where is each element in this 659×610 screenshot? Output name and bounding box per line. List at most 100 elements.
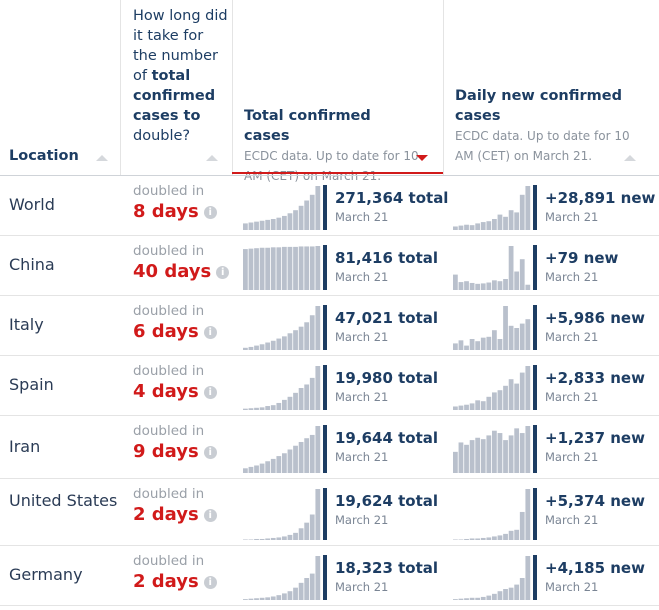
date: March 21 xyxy=(545,450,599,464)
trend-bar xyxy=(464,345,469,350)
location: Iran xyxy=(9,436,41,456)
new-cases: +1,237 new xyxy=(545,429,645,447)
new-cases: +5,374 new xyxy=(545,492,645,510)
info-icon[interactable]: i xyxy=(203,446,217,459)
trend-bar xyxy=(270,537,276,540)
sort-icon[interactable] xyxy=(624,155,636,161)
trend-bar xyxy=(492,593,497,600)
sparkline xyxy=(453,425,537,473)
trend-bar xyxy=(492,280,497,290)
days: 2 days xyxy=(133,571,199,592)
latest-marker xyxy=(323,245,327,290)
new-cases: +4,185 new xyxy=(545,559,645,577)
trend-bar xyxy=(475,223,481,230)
trend-bar xyxy=(469,538,475,540)
trend-bar xyxy=(525,366,531,410)
trend-bar xyxy=(497,535,503,540)
trend-bar xyxy=(259,538,265,540)
row-border xyxy=(0,235,659,236)
doubled-label: doubled in xyxy=(133,363,205,379)
trend-bar xyxy=(309,434,315,473)
trend-bar xyxy=(276,247,282,290)
latest-marker xyxy=(533,185,537,230)
trend-bar xyxy=(276,402,282,410)
trend-bar xyxy=(243,468,248,473)
trend-bar xyxy=(276,338,282,350)
trend-bar xyxy=(480,439,486,473)
trend-bar xyxy=(315,556,321,600)
total-header[interactable]: Total confirmed cases ECDC data. Up to d… xyxy=(244,106,419,186)
trend-bar xyxy=(248,222,254,230)
trend-bar xyxy=(519,194,525,230)
trend-bar xyxy=(519,511,525,540)
trend-bar xyxy=(248,408,254,410)
days: 9 days xyxy=(133,441,199,462)
info-icon[interactable]: i xyxy=(203,386,217,399)
trend-bar xyxy=(265,538,271,540)
trend-bar xyxy=(293,246,298,290)
new-cases: +79 new xyxy=(545,249,619,267)
info-icon[interactable]: i xyxy=(203,206,217,219)
sort-icon[interactable] xyxy=(96,155,108,161)
trend-bar xyxy=(243,347,248,350)
total-cases: 18,323 total xyxy=(335,559,439,577)
info-icon[interactable]: i xyxy=(203,509,217,522)
trend-bar xyxy=(486,435,492,473)
trend-bar xyxy=(514,383,520,410)
trend-bar xyxy=(525,426,531,473)
trend-bar xyxy=(248,466,254,473)
trend-bar xyxy=(458,340,464,350)
trend-bar xyxy=(464,404,469,410)
trend-bar xyxy=(475,341,481,350)
trend-bar xyxy=(453,343,458,350)
sort-icon-active[interactable] xyxy=(416,155,428,161)
trend-bar xyxy=(259,407,265,410)
trend-bar xyxy=(453,274,458,290)
trend-bar xyxy=(270,247,276,290)
trend-bar xyxy=(287,396,293,410)
date: March 21 xyxy=(545,513,599,527)
doubling-header[interactable]: How long did it take for the number of t… xyxy=(133,6,228,146)
trend-bar xyxy=(475,283,481,290)
trend-bar xyxy=(503,216,508,230)
trend-bar xyxy=(453,539,458,540)
trend-bar xyxy=(282,453,287,473)
trend-bar xyxy=(519,323,525,350)
trend-bar xyxy=(293,445,298,473)
trend-bar xyxy=(508,325,514,350)
trend-bar xyxy=(304,384,310,410)
trend-bar xyxy=(293,587,298,600)
header-title: Daily new confirmed cases xyxy=(455,88,622,124)
trend-bar xyxy=(304,522,310,540)
info-icon[interactable]: i xyxy=(203,576,217,589)
trend-bar xyxy=(265,219,271,230)
location: United States xyxy=(9,490,118,510)
latest-marker xyxy=(533,365,537,410)
sparkline xyxy=(243,425,327,473)
trend-bar xyxy=(458,225,464,230)
doubling-days: 40 days i xyxy=(133,261,230,282)
trend-bar xyxy=(248,248,254,290)
daily-header[interactable]: Daily new confirmed cases ECDC data. Up … xyxy=(455,86,630,166)
trend-bar xyxy=(464,281,469,290)
trend-bar xyxy=(480,596,486,600)
trend-bar xyxy=(480,337,486,350)
info-icon[interactable]: i xyxy=(203,326,217,339)
trend-bar xyxy=(287,591,293,600)
trend-bar xyxy=(508,379,514,410)
sort-icon[interactable] xyxy=(206,155,218,161)
days: 4 days xyxy=(133,381,199,402)
trend-bar xyxy=(243,249,248,290)
trend-bar xyxy=(486,336,492,350)
trend-bar xyxy=(282,593,287,600)
trend-bar xyxy=(519,578,525,600)
trend-bar xyxy=(265,461,271,473)
trend-bar xyxy=(453,599,458,600)
location-header[interactable]: Location xyxy=(9,148,79,164)
trend-bar xyxy=(503,385,508,410)
trend-bar xyxy=(282,215,287,230)
info-icon[interactable]: i xyxy=(216,266,230,279)
location: China xyxy=(9,255,55,274)
trend-bar xyxy=(492,536,497,540)
trend-bar xyxy=(497,591,503,600)
